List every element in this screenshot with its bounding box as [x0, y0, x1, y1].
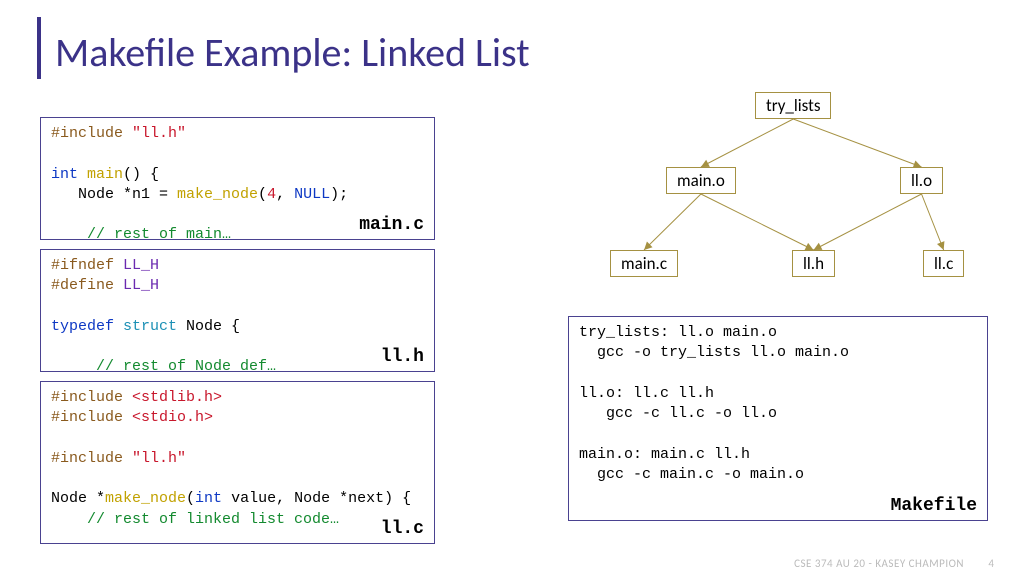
code-box-main_c: #include "ll.h" int main() { Node *n1 = … [40, 117, 435, 240]
tree-node-try_lists: try_lists [755, 92, 831, 119]
footer-text: CSE 374 AU 20 - KASEY CHAMPION [794, 557, 964, 570]
code-box-label: Makefile [891, 494, 977, 518]
tree-node-ll_o: ll.o [900, 167, 943, 194]
code-content: #include <stdlib.h> #include <stdio.h> #… [51, 388, 424, 530]
code-box-label: ll.c [381, 517, 424, 541]
tree-node-ll_c: ll.c [923, 250, 964, 277]
tree-node-main_o: main.o [666, 167, 736, 194]
tree-node-ll_h: ll.h [792, 250, 835, 277]
slide-title: Makefile Example: Linked List [55, 28, 530, 77]
code-box-label: ll.h [381, 345, 424, 369]
footer-page: 4 [988, 557, 994, 570]
tree-node-main_c: main.c [610, 250, 678, 277]
code-box-label: main.c [359, 213, 424, 237]
code-content: try_lists: ll.o main.o gcc -o try_lists … [579, 323, 977, 485]
code-content: #ifndef LL_H #define LL_H typedef struct… [51, 256, 424, 378]
code-box-makefile: try_lists: ll.o main.o gcc -o try_lists … [568, 316, 988, 521]
code-box-ll_h: #ifndef LL_H #define LL_H typedef struct… [40, 249, 435, 372]
accent-bar [37, 17, 41, 79]
code-box-ll_c: #include <stdlib.h> #include <stdio.h> #… [40, 381, 435, 544]
